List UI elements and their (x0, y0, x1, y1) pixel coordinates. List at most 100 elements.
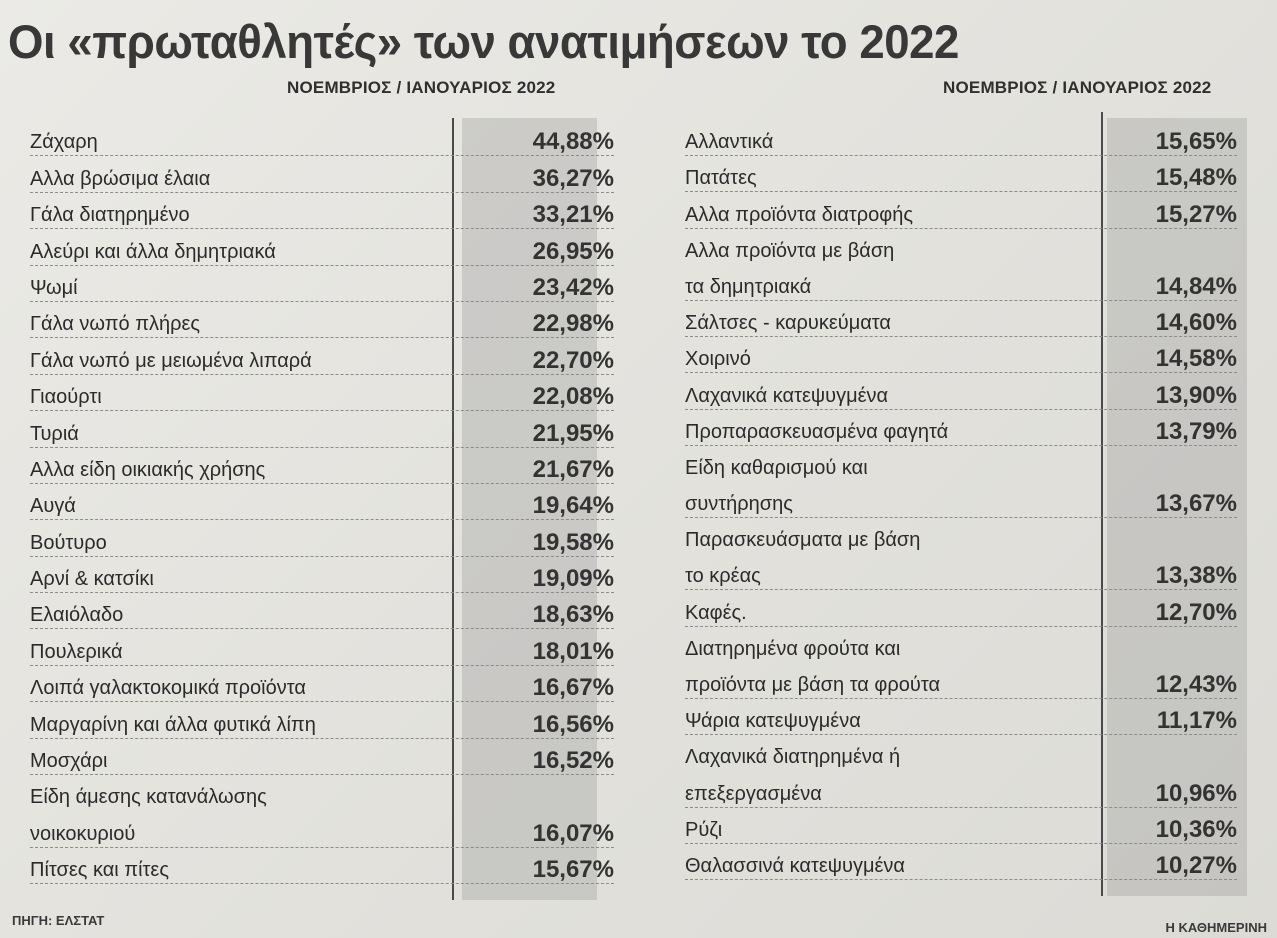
item-label: Λαχανικά διατηρημένα ή επεξεργασμένα (685, 746, 1117, 806)
item-value: 18,01% (532, 637, 614, 665)
item-value: 14,58% (1155, 345, 1237, 373)
item-label-line: Μοσχάρι (30, 750, 108, 773)
table-row: Μοσχάρι 16,52% (30, 739, 614, 776)
item-label-line: Είδη άμεσης κατανάλωσης (30, 786, 267, 809)
item-label-line: Καφές. (685, 601, 747, 624)
item-value: 19,64% (532, 492, 614, 520)
table-row: Μαργαρίνη και άλλα φυτικά λίπη 16,56% (30, 702, 614, 739)
table-row: Παρασκευάσματα με βάση το κρέας 13,38% (685, 518, 1237, 591)
item-label-line: Γάλα νωπό με μειωμένα λιπαρά (30, 349, 312, 372)
item-label: Αρνί & κατσίκι (30, 568, 489, 592)
right-column-header: ΝΟΕΜΒΡΙΟΣ / ΙΑΝΟΥΑΡΙΟΣ 2022 (943, 78, 1212, 97)
left-value-shade (462, 118, 597, 900)
item-value: 15,65% (1155, 128, 1237, 156)
item-label: Αλλα βρώσιμα έλαια (30, 168, 489, 192)
item-label-line: Αλλα προϊόντα διατροφής (685, 203, 914, 226)
item-label: Αλλα προϊόντα με βάση τα δημητριακά (685, 240, 1117, 300)
item-label: Γάλα νωπό πλήρες (30, 313, 489, 337)
item-label-line: Σάλτσες - καρυκεύματα (685, 312, 891, 335)
table-row: Ρύζι 10,36% (685, 808, 1237, 844)
item-label: Είδη άμεσης κατανάλωσης νοικοκυριού (30, 786, 489, 846)
item-value: 33,21% (532, 201, 614, 229)
item-label-line: Αλλαντικά (685, 131, 774, 154)
table-row: Αλλαντικά 15,65% (685, 120, 1237, 157)
item-value: 44,88% (532, 128, 614, 156)
table-row: Αυγά 19,64% (30, 484, 614, 521)
right-divider-line (1101, 112, 1103, 896)
item-value: 10,36% (1155, 815, 1237, 843)
item-label-line: Θαλασσινά κατεψυγμένα (685, 855, 905, 878)
item-label-line: Είδη καθαρισμού και (685, 456, 868, 479)
item-value: 36,27% (532, 164, 614, 192)
left-column-header: ΝΟΕΜΒΡΙΟΣ / ΙΑΝΟΥΑΡΙΟΣ 2022 (287, 78, 556, 97)
item-label-line: Ελαιόλαδο (30, 604, 124, 627)
item-label: Μοσχάρι (30, 750, 489, 774)
item-label-line: Πίτσες και πίτες (30, 859, 169, 882)
item-label: Πατάτες (685, 167, 1117, 191)
item-label-line: Αλλα προϊόντα με βάση (685, 239, 895, 262)
item-label-line: Τυριά (30, 422, 79, 445)
item-value: 22,08% (532, 383, 614, 411)
item-label: Γιαούρτι (30, 386, 489, 410)
item-label-line: Γιαούρτι (30, 386, 102, 409)
table-row: Γάλα διατηρημένο 33,21% (30, 193, 614, 230)
table-row: Γιαούρτι 22,08% (30, 375, 614, 412)
table-row: Τυριά 21,95% (30, 411, 614, 448)
right-table: Αλλαντικά 15,65% Πατάτες 15,48% Αλλα προϊόντ… (685, 120, 1237, 881)
table-row: Ψάρια κατεψυγμένα 11,17% (685, 699, 1237, 736)
table-row: Διατηρημένα φρούτα και προϊόντα με βάση τ… (685, 627, 1237, 700)
table-row: Πατάτες 15,48% (685, 156, 1237, 193)
item-value: 13,90% (1155, 381, 1237, 409)
item-value: 19,58% (532, 528, 614, 556)
item-label: Λαχανικά κατεψυγμένα (685, 385, 1117, 409)
item-label-line: Παρασκευάσματα με βάση (685, 529, 921, 552)
item-label: Προπαρασκευασμένα φαγητά (685, 421, 1117, 445)
table-row: Είδη άμεσης κατανάλωσης νοικοκυριού 16,07% (30, 775, 614, 848)
table-row: Ψωμί 23,42% (30, 266, 614, 302)
item-label: Αλλαντικά (685, 131, 1117, 155)
item-label-line: Ζάχαρη (30, 131, 98, 154)
item-label: Γάλα νωπό με μειωμένα λιπαρά (30, 350, 489, 374)
item-value: 15,27% (1155, 200, 1237, 228)
table-row: Είδη καθαρισμού και συντήρησης 13,67% (685, 446, 1237, 519)
item-value: 13,38% (1155, 562, 1237, 590)
item-label-line: Γάλα διατηρημένο (30, 204, 190, 227)
publisher-credit: Η ΚΑΘΗΜΕΡΙΝΗ (1165, 920, 1268, 935)
item-label: Μαργαρίνη και άλλα φυτικά λίπη (30, 714, 489, 738)
table-row: Λαχανικά κατεψυγμένα 13,90% (685, 373, 1237, 410)
item-value: 21,67% (532, 455, 614, 483)
item-value: 10,27% (1155, 852, 1237, 880)
item-label-line: Ψωμί (30, 276, 78, 299)
table-row: Πουλερικά 18,01% (30, 629, 614, 666)
item-label: Ελαιόλαδο (30, 604, 489, 628)
item-label: Χοιρινό (685, 348, 1117, 372)
item-label: Διατηρημένα φρούτα και προϊόντα με βάση τ… (685, 638, 1117, 698)
table-row: Αλεύρι και άλλα δημητριακά 26,95% (30, 229, 614, 266)
item-label: Γάλα διατηρημένο (30, 204, 489, 228)
item-label-line: Διατηρημένα φρούτα και (685, 637, 901, 660)
item-value: 13,67% (1155, 490, 1237, 518)
item-label-line: Αλεύρι και άλλα δημητριακά (30, 240, 276, 263)
item-label-line: Χοιρινό (685, 348, 751, 371)
item-label: Είδη καθαρισμού και συντήρησης (685, 457, 1117, 517)
source-note: ΠΗΓΗ: ΕΛΣΤΑΤ (12, 913, 105, 928)
item-label: Σάλτσες - καρυκεύματα (685, 312, 1117, 336)
item-label: Αυγά (30, 495, 489, 519)
item-value: 26,95% (532, 237, 614, 265)
item-label-line: Αλλα βρώσιμα έλαια (30, 167, 211, 190)
item-value: 16,67% (532, 674, 614, 702)
item-label: Ψάρια κατεψυγμένα (685, 710, 1117, 734)
item-label: Καφές. (685, 602, 1117, 626)
table-row: Θαλασσινά κατεψυγμένα 10,27% (685, 844, 1237, 881)
item-label-line: Αυγά (30, 495, 76, 518)
item-value: 18,63% (532, 601, 614, 629)
item-value: 12,70% (1155, 598, 1237, 626)
item-label-line: Αλλα είδη οικιακής χρήσης (30, 458, 266, 481)
table-row: Αρνί & κατσίκι 19,09% (30, 557, 614, 594)
page-title: Οι «πρωταθλητές» των ανατιμήσεων το 2022 (8, 15, 959, 68)
item-value: 12,43% (1155, 671, 1237, 699)
table-row: Καφές. 12,70% (685, 590, 1237, 627)
table-row: Λαχανικά διατηρημένα ή επεξεργασμένα 10,96… (685, 735, 1237, 808)
item-value: 21,95% (532, 419, 614, 447)
